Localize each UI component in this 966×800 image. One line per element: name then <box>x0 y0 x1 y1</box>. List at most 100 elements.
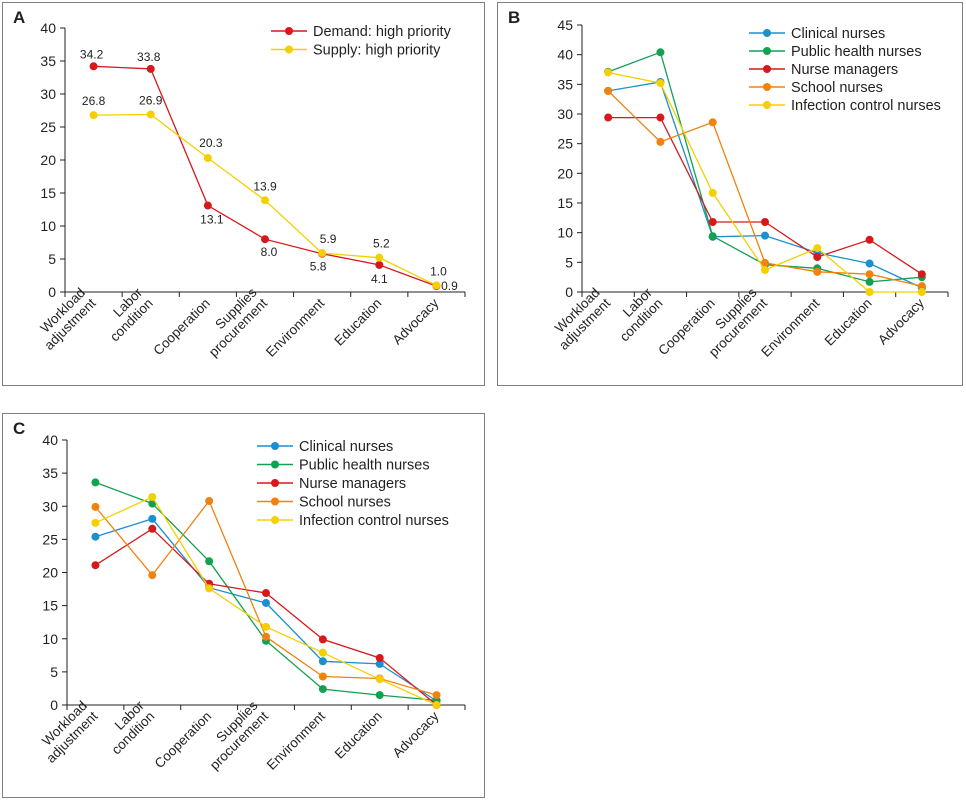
chart-panel-a: A 0 5 10 15 20 25 30 35 40 Workloadadjustment Labor… <box>2 2 485 386</box>
legend-entry: School nurses <box>791 80 883 96</box>
x-category-label: Education <box>822 296 875 349</box>
data-label: 5.2 <box>373 237 390 251</box>
legend-marker <box>763 47 771 55</box>
data-point <box>656 113 665 122</box>
y-tick-label: 25 <box>42 531 58 547</box>
data-point <box>813 252 822 261</box>
y-tick-label: 30 <box>557 106 573 122</box>
data-point <box>865 259 874 268</box>
data-point <box>262 598 270 607</box>
series-line-2 <box>608 116 923 275</box>
data-point <box>375 253 384 262</box>
legend-entry: School nurses <box>299 495 391 511</box>
data-label: 0.9 <box>441 279 458 293</box>
x-category-label: Suppliesprocurement <box>195 285 270 360</box>
data-point <box>708 232 717 241</box>
data-point <box>205 557 214 566</box>
data-point <box>375 659 384 668</box>
x-category-label: Workloadadjustment <box>545 285 613 353</box>
data-point <box>146 110 155 119</box>
data-point <box>917 270 926 279</box>
data-point <box>91 532 100 541</box>
data-point <box>91 518 100 527</box>
y-tick-label: 20 <box>40 152 56 168</box>
data-label: 26.8 <box>82 94 106 108</box>
data-point <box>91 502 100 511</box>
data-point <box>318 685 327 694</box>
y-tick-label: 15 <box>42 598 58 614</box>
chart-panel-c: C 0 5 10 15 20 25 30 35 40 Workloadadjustment Labor… <box>2 413 485 798</box>
data-point <box>656 79 665 88</box>
data-point <box>148 492 157 501</box>
data-point <box>917 288 926 296</box>
y-tick-label: 10 <box>42 631 58 647</box>
data-point <box>89 111 98 120</box>
x-category-label: Education <box>331 296 384 349</box>
data-point <box>708 188 717 197</box>
y-tick-label: 25 <box>40 119 56 135</box>
data-point <box>318 648 327 657</box>
x-category-label: Laborcondition <box>606 285 666 345</box>
data-point <box>262 622 270 631</box>
legend-marker <box>271 460 279 469</box>
series-line-2 <box>95 527 438 706</box>
data-label: 13.9 <box>253 179 277 193</box>
x-category-label: Environment <box>264 708 328 772</box>
legend-entry: Public health nurses <box>791 44 922 60</box>
series-line-3 <box>94 499 437 696</box>
y-tick-label: 35 <box>557 76 573 92</box>
data-label: 13.1 <box>200 213 224 227</box>
data-point <box>148 499 157 508</box>
y-tick-label: 5 <box>50 664 58 680</box>
y-tick-label: 10 <box>40 218 56 234</box>
legend-marker <box>763 29 771 37</box>
data-point <box>432 691 441 700</box>
data-point <box>656 137 665 146</box>
panel-label-a: A <box>13 8 25 27</box>
data-point <box>865 235 874 244</box>
data-label: 1.0 <box>430 264 447 278</box>
data-point <box>318 635 327 644</box>
legend-marker <box>271 442 279 450</box>
data-point <box>318 657 327 666</box>
y-tick-label: 5 <box>565 254 573 270</box>
data-point <box>375 260 384 269</box>
data-point <box>813 267 822 276</box>
data-label: 33.8 <box>137 50 161 64</box>
legend-entry: Clinical nurses <box>791 26 885 42</box>
data-point <box>375 675 384 684</box>
data-label: 8.0 <box>261 245 278 259</box>
data-point <box>261 235 269 244</box>
legend-marker <box>763 83 771 91</box>
legend-entry: Infection control nurses <box>791 98 941 114</box>
data-point <box>148 524 157 533</box>
y-tick-label: 35 <box>42 465 58 481</box>
panel-label-c: C <box>13 419 25 438</box>
legend-entry: Clinical nurses <box>299 439 393 455</box>
x-category-label: Environment <box>263 295 327 359</box>
y-tick-label: 5 <box>48 251 56 267</box>
y-tick-label: 0 <box>565 284 573 300</box>
data-point <box>375 653 384 662</box>
panel-label-b: B <box>508 8 520 27</box>
data-point <box>262 632 270 641</box>
x-category-label: Advocacy <box>390 708 442 760</box>
legend-marker <box>285 27 293 35</box>
data-point <box>865 270 874 279</box>
legend-entry: Public health nurses <box>299 458 430 474</box>
data-label: 26.9 <box>139 93 163 107</box>
y-tick-label: 45 <box>557 17 573 33</box>
x-category-label: Education <box>332 709 385 762</box>
legend-marker <box>763 101 771 109</box>
data-point <box>262 589 270 598</box>
data-point <box>761 217 769 226</box>
data-point <box>261 196 269 205</box>
x-category-label: Laborcondition <box>98 698 158 758</box>
data-point <box>432 281 441 290</box>
data-point <box>203 154 212 163</box>
data-point <box>375 691 384 700</box>
data-point <box>318 672 327 681</box>
x-category-label: Suppliesprocurement <box>196 698 271 773</box>
data-point <box>865 277 874 286</box>
y-tick-label: 25 <box>557 136 573 152</box>
